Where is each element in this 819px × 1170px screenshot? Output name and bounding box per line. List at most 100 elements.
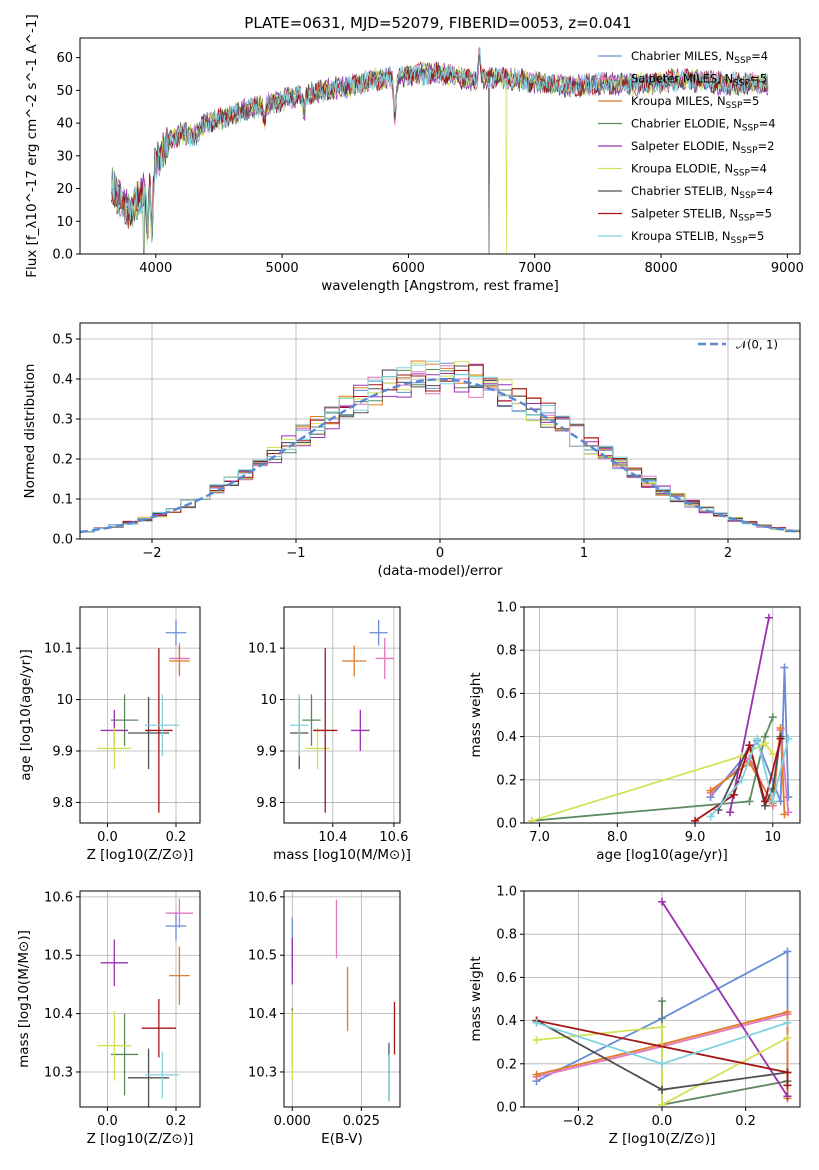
y-tick-label: 10.6 — [44, 890, 73, 905]
plot-area-mass_vs_EBV — [291, 899, 396, 1102]
y-tick-label: 0.2 — [496, 773, 517, 788]
y-tick-label: 10 — [260, 693, 277, 708]
y-tick-label: 40 — [56, 117, 73, 132]
point-marker — [776, 723, 785, 732]
point-marker — [532, 1070, 541, 1079]
spectrum-line-kroupa-stelib — [111, 46, 769, 243]
plot-area-weight_vs_Z — [532, 897, 792, 1107]
x-tick-label: 0 — [436, 546, 444, 561]
y-tick-label: 9.8 — [256, 796, 277, 811]
gaussian-curve — [80, 378, 800, 534]
x-axis-label: Z [log10(Z/Z⊙)] — [87, 847, 194, 863]
x-tick-label: 9000 — [771, 261, 804, 276]
y-tick-label: 9.9 — [256, 745, 277, 760]
axes-frame — [523, 606, 801, 824]
x-tick-label: 0.0 — [652, 1114, 673, 1129]
y-tick-label: 50 — [56, 84, 73, 99]
point-marker — [768, 713, 777, 722]
chart-spectrum: 4000 5000 6000 7000 8000 9000 0.0 10 20 30 40 50 60 w… — [24, 14, 804, 294]
weight-line-salpeter-elodie — [729, 617, 770, 813]
point-marker — [783, 1018, 792, 1027]
point-marker — [783, 1092, 792, 1101]
x-axis-label: (data-model)/error — [377, 563, 503, 579]
legend-entry: Kroupa MILES, NSSP=5 — [631, 94, 759, 111]
y-tick-label: 10.5 — [44, 949, 73, 964]
x-axis-label: mass [log10(M/M⊙)] — [273, 847, 411, 863]
x-tick-label: −2 — [142, 546, 161, 561]
axes-frame — [79, 606, 201, 824]
point-marker — [658, 1100, 666, 1107]
y-tick-label: 1.0 — [496, 601, 517, 616]
weight-line-chabrier-elodie — [531, 716, 774, 822]
legend-count: =5 — [747, 229, 764, 243]
legend-entry: Kroupa STELIB, NSSP=5 — [631, 229, 764, 246]
x-tick-label: 7000 — [518, 261, 551, 276]
y-tick-label: 10.1 — [248, 642, 277, 657]
point-marker — [532, 1018, 541, 1027]
y-tick-label: 0.4 — [52, 373, 73, 388]
y-tick-label: 0.6 — [496, 971, 517, 986]
plot-area-spectrum — [111, 46, 769, 254]
y-axis-label: mass [log10(M/M⊙)] — [16, 930, 32, 1068]
point-marker — [658, 1059, 666, 1068]
legend-subscript: SSP — [741, 146, 758, 156]
chart-mass_vs_EBV: 0.000 0.025 10.3 10.4 10.5 10.6 E(B-V) — [248, 890, 401, 1147]
point-marker — [761, 797, 770, 806]
chart-age_vs_Z: 0.0 0.2 9.8 9.9 10 10.1 Z [log10(Z/Z⊙)] age [lo… — [18, 606, 201, 863]
weight-line-kroupa-miles — [536, 1010, 789, 1099]
x-axis-label: age [log10(age/yr)] — [596, 847, 728, 863]
legend-subscript: SSP — [742, 124, 759, 134]
point-marker — [729, 790, 738, 799]
x-tick-label: 0.2 — [166, 830, 187, 845]
point-marker — [658, 1023, 666, 1032]
chart-mass_vs_Z: 0.0 0.2 10.3 10.4 10.5 10.6 Z [log10(Z/Z⊙)] mas… — [16, 890, 201, 1147]
point-marker — [745, 741, 754, 750]
x-tick-label: 10.4 — [318, 830, 347, 845]
x-tick-label: 9.0 — [685, 830, 706, 845]
legend-subscript: SSP — [733, 169, 750, 179]
y-tick-label: 10.4 — [248, 1007, 277, 1022]
weight-line-salpeter-elodie — [661, 901, 789, 1097]
chart-weight_vs_Z: −0.2 0.0 0.2 0.0 0.2 0.4 0.6 0.8 1.0 Z [log10(Z/Z… — [468, 885, 801, 1147]
y-tick-label: 10.1 — [44, 642, 73, 657]
legend-entry: Chabrier STELIB, NSSP=4 — [631, 184, 773, 201]
legend-entry: Salpeter ELODIE, NSSP=2 — [631, 139, 774, 156]
y-tick-label: 0.4 — [496, 730, 517, 745]
x-tick-label: 6000 — [392, 261, 425, 276]
legend-count: =2 — [758, 139, 775, 153]
x-axis-label: Z [log10(Z/Z⊙)] — [609, 1131, 716, 1147]
x-tick-label: 0.000 — [274, 1114, 311, 1129]
point-marker — [706, 786, 715, 795]
point-marker — [783, 1081, 792, 1090]
y-tick-label: 20 — [56, 182, 73, 197]
point-marker — [780, 663, 789, 672]
x-tick-label: 8000 — [645, 261, 678, 276]
point-marker — [784, 793, 793, 802]
y-tick-label: 10 — [56, 693, 73, 708]
figure-title: PLATE=0631, MJD=52079, FIBERID=0053, z=0… — [244, 14, 631, 32]
legend-subscript: SSP — [733, 79, 750, 89]
legend-subscript: SSP — [731, 236, 748, 246]
x-tick-label: 8.0 — [607, 830, 628, 845]
x-tick-label: 0.2 — [166, 1114, 187, 1129]
plot-area-residuals — [80, 360, 800, 534]
y-tick-label: 0.2 — [52, 453, 73, 468]
point-marker — [780, 810, 789, 819]
y-axis-label: Normed distribution — [22, 364, 38, 499]
y-tick-label: 10.3 — [248, 1065, 277, 1080]
axes-frame — [79, 37, 801, 255]
y-tick-label: 0.0 — [496, 1101, 517, 1116]
y-tick-label: 0.6 — [496, 687, 517, 702]
legend-subscript: SSP — [734, 56, 751, 66]
point-marker — [764, 613, 773, 622]
x-tick-label: 10.6 — [379, 830, 408, 845]
axes-frame — [523, 890, 801, 1108]
point-marker — [658, 997, 666, 1006]
legend-entry: Salpeter STELIB, NSSP=5 — [631, 207, 772, 224]
axes-frame — [79, 890, 201, 1108]
plot-area-age_vs_mass — [290, 619, 394, 813]
axes-frame — [79, 322, 801, 540]
legend-entry: 𝒩(0, 1) — [736, 338, 778, 352]
y-tick-label: 10.6 — [248, 890, 277, 905]
